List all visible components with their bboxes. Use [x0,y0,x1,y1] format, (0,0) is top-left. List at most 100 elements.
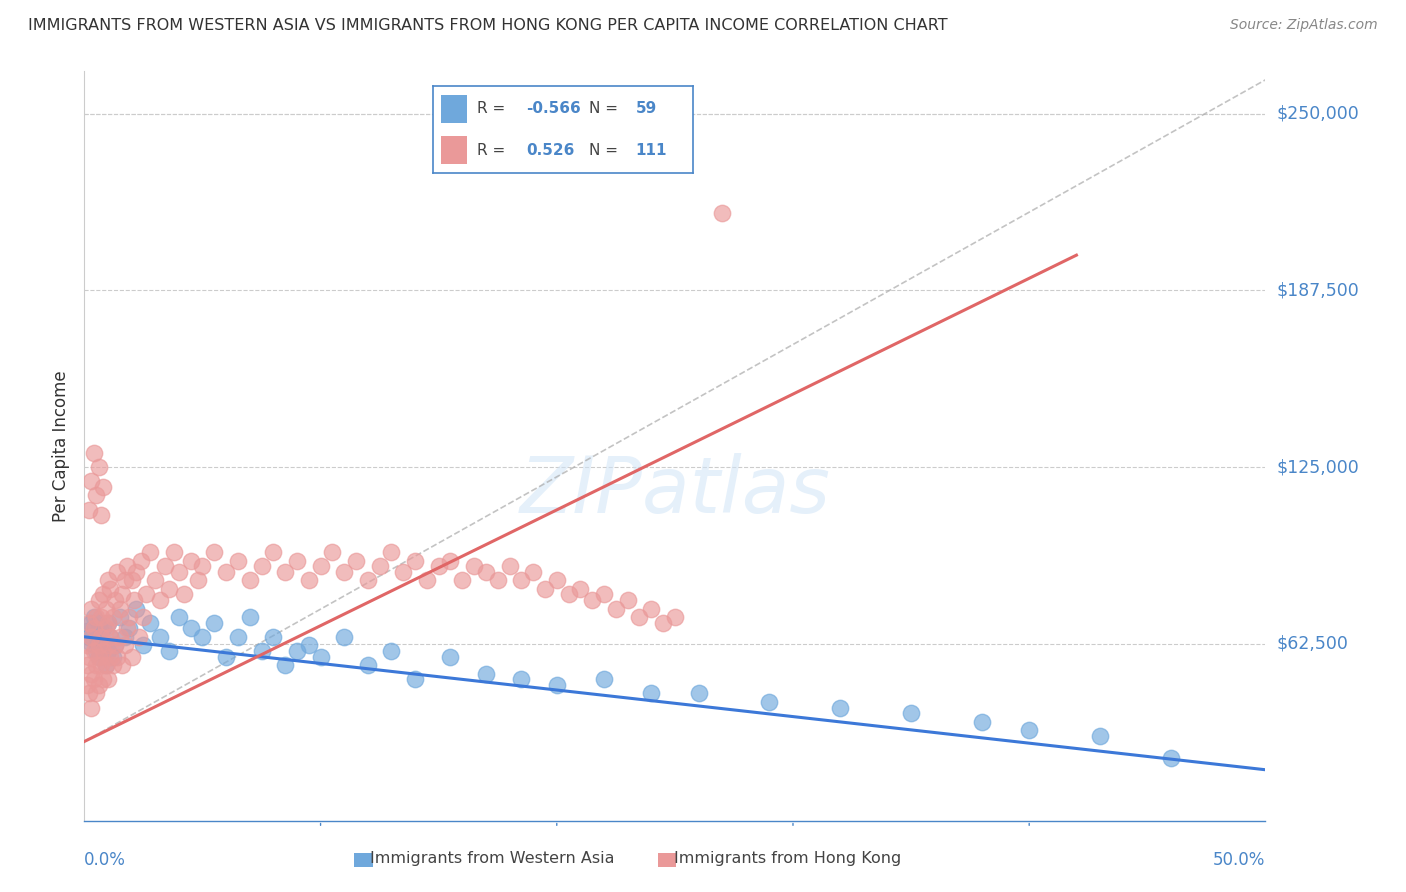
Point [101,649,124,664]
Point [380,545,402,559]
Point [357,574,380,588]
Point [333,630,356,644]
Text: Immigrants from Western Asia: Immigrants from Western Asia [370,851,614,865]
Point [87,638,110,652]
Point [84,658,107,673]
Point [91,621,114,635]
Point [90,508,112,523]
Point [97,644,120,658]
Point [107,565,129,579]
Point [180,621,202,635]
Point [380,644,402,658]
Point [76,658,98,673]
Point [830,700,852,714]
Text: IMMIGRANTS FROM WESTERN ASIA VS IMMIGRANTS FROM HONG KONG PER CAPITA INCOME CORR: IMMIGRANTS FROM WESTERN ASIA VS IMMIGRAN… [28,18,948,33]
Point [91,644,114,658]
Point [91,480,114,494]
Point [77,686,100,700]
Point [758,695,780,709]
Point [80,475,103,489]
Point [173,587,195,601]
Point [76,678,98,692]
Point [605,601,627,615]
Point [125,565,148,579]
Point [97,638,120,652]
Point [139,615,162,630]
Point [84,644,107,658]
Point [94,658,117,673]
Point [191,559,214,574]
Point [321,545,343,559]
Text: $187,500: $187,500 [1277,282,1360,300]
Point [114,638,136,652]
Point [80,601,103,615]
Point [91,638,114,652]
Point [118,610,141,624]
Point [451,574,474,588]
Point [83,673,105,687]
Point [593,587,616,601]
Point [87,649,110,664]
Point [298,574,321,588]
Point [486,574,509,588]
Text: ZIPatlas: ZIPatlas [519,453,831,529]
Point [285,553,308,567]
Point [274,658,297,673]
Point [87,593,110,607]
Point [84,686,107,700]
Point [97,615,120,630]
Point [1160,751,1182,765]
Point [122,593,145,607]
Point [80,635,103,649]
Point [546,678,568,692]
Point [640,601,662,615]
Point [427,559,450,574]
Point [262,630,284,644]
Point [94,621,117,635]
Point [108,610,131,624]
Point [90,630,112,644]
Point [187,574,209,588]
Point [80,666,103,681]
Point [91,587,114,601]
Point [226,553,249,567]
Point [129,553,152,567]
Point [640,686,662,700]
Point [239,574,262,588]
Point [153,559,176,574]
Point [108,630,131,644]
Point [180,553,202,567]
Point [1018,723,1040,738]
Point [157,582,180,596]
Point [149,593,172,607]
Point [90,658,112,673]
Point [104,593,127,607]
Point [121,574,143,588]
Point [115,621,138,635]
Point [115,559,138,574]
Point [77,502,100,516]
Point [125,601,148,615]
Text: Source: ZipAtlas.com: Source: ZipAtlas.com [1230,18,1378,32]
Point [90,624,112,639]
Point [498,559,520,574]
Point [262,545,284,559]
Point [522,565,544,579]
Point [139,545,162,559]
Point [94,658,117,673]
Point [77,615,100,630]
Point [309,559,332,574]
Point [163,545,186,559]
Point [900,706,922,721]
Point [80,700,103,714]
Point [132,610,155,624]
Point [83,446,105,460]
Point [439,649,461,664]
Point [87,460,110,475]
Point [439,553,461,567]
Point [149,630,172,644]
Text: $125,000: $125,000 [1277,458,1360,476]
Point [83,610,105,624]
Text: Immigrants from Hong Kong: Immigrants from Hong Kong [673,851,901,865]
Point [101,658,124,673]
